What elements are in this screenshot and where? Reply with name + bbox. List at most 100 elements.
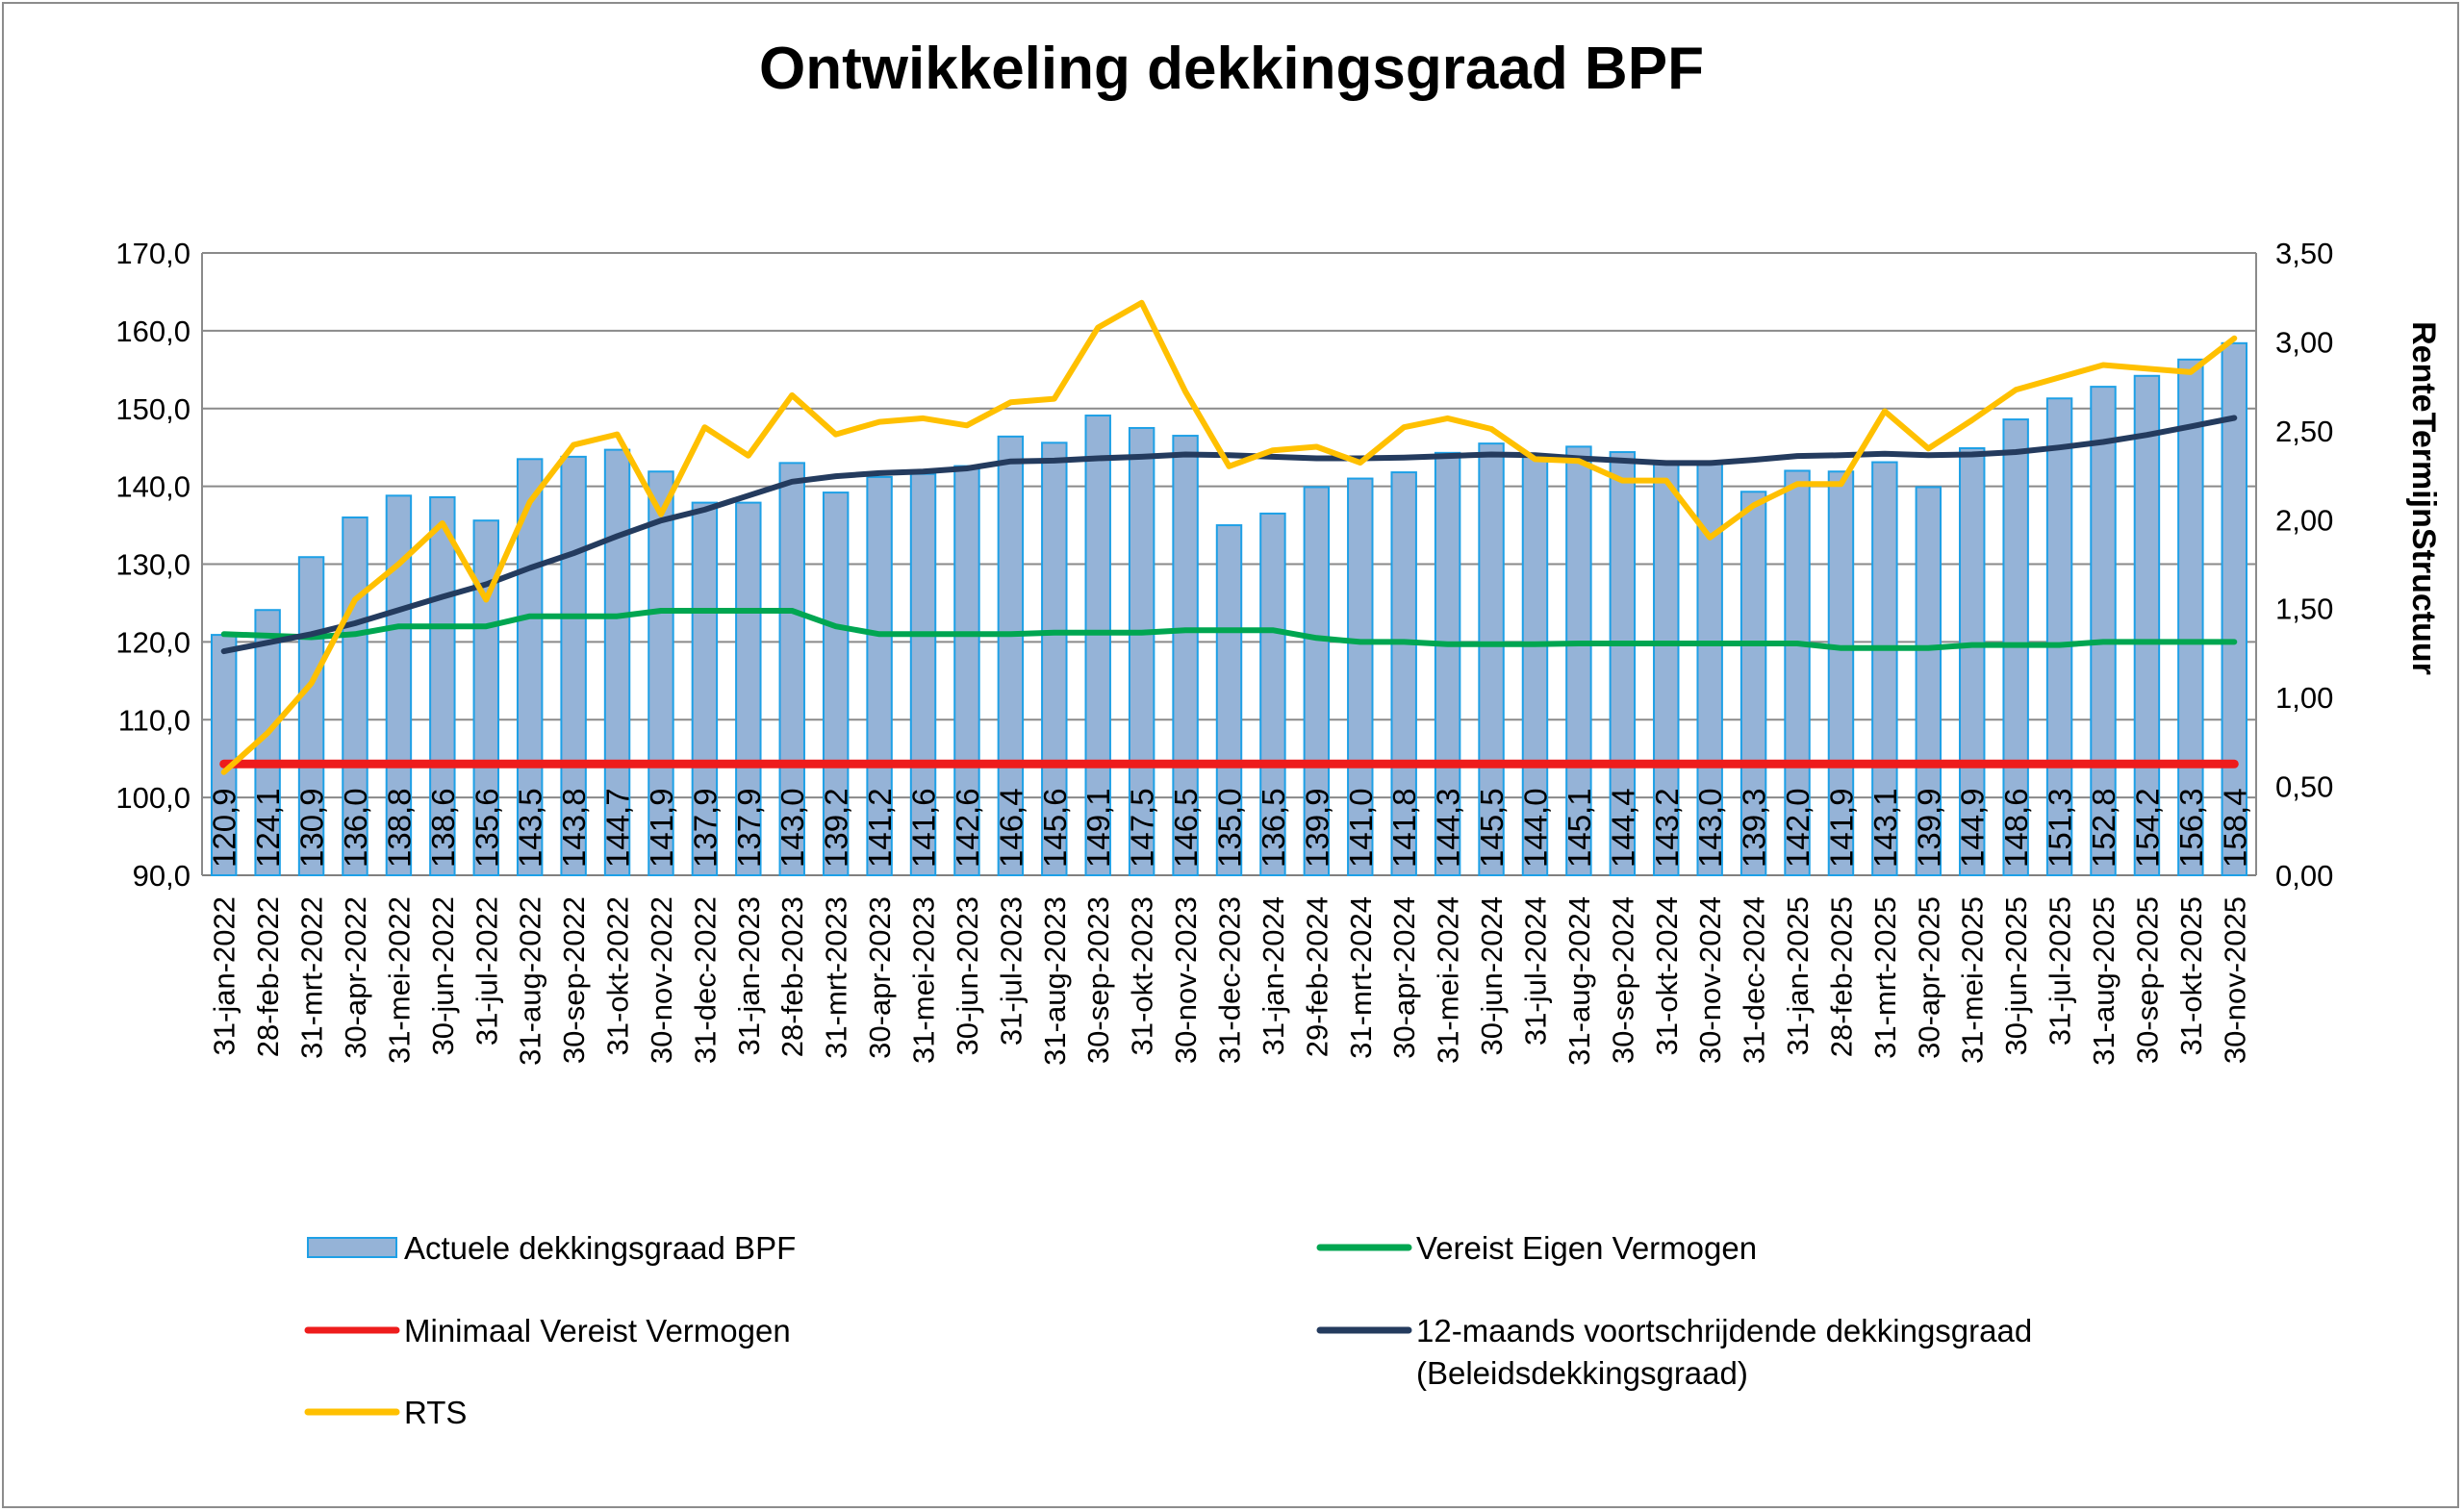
series-line	[220, 415, 2238, 655]
data-label: 138,6	[425, 788, 461, 868]
bar	[1959, 446, 1986, 876]
x-tick-label: 30-jun-2024	[1475, 896, 1509, 1055]
y-tick-label: 160,0	[115, 315, 190, 348]
bar	[2045, 397, 2073, 876]
x-tick-label: 31-mrt-2023	[820, 896, 853, 1059]
bar	[778, 462, 805, 876]
bar	[1434, 451, 1461, 876]
bar	[1215, 524, 1243, 876]
bar	[1084, 415, 1111, 876]
y-tick-label: 110,0	[118, 703, 190, 737]
x-tick-label: 31-okt-2025	[2174, 896, 2208, 1055]
y-tick-label: 120,0	[115, 625, 190, 659]
y-tick-label: 130,0	[115, 548, 190, 582]
legend-label: Minimaal Vereist Vermogen	[404, 1313, 791, 1348]
y2-axis-title: RenteTermijnStructuur	[2405, 321, 2442, 675]
data-label: 138,8	[381, 788, 417, 868]
data-label: 135,0	[1212, 788, 1248, 868]
x-tick-label: 30-nov-2024	[1693, 896, 1727, 1064]
data-label: 137,9	[687, 788, 723, 868]
bar	[1827, 470, 1855, 876]
data-label: 144,7	[600, 788, 636, 868]
bar	[735, 501, 762, 876]
data-labels: 120,9 124,1 130,9 136,0 138,8 138,6 135,6 143,5…	[207, 788, 2253, 868]
data-label: 149,1	[1080, 788, 1116, 868]
x-tick-label: 31-aug-2024	[1562, 896, 1596, 1066]
bar	[691, 501, 719, 876]
series-line	[220, 608, 2238, 651]
legend: Actuele dekkingsgraad BPF Vereist Eigen V…	[304, 1230, 2032, 1430]
bar	[909, 472, 937, 876]
data-label: 130,9	[294, 788, 330, 868]
legend-label: 12-maands voortschrijdende dekkingsgraad	[1416, 1313, 2032, 1348]
bar-series	[210, 341, 2248, 877]
x-tick-label: 31-dec-2023	[1213, 896, 1247, 1064]
bar	[1915, 486, 1942, 876]
x-tick-label: 28-feb-2025	[1825, 896, 1859, 1057]
y2-tick-label: 2,00	[2275, 503, 2333, 537]
x-tick-label: 30-apr-2022	[339, 896, 372, 1059]
x-tick-label: 31-mei-2024	[1432, 896, 1465, 1064]
data-label: 136,5	[1256, 788, 1291, 868]
data-label: 143,2	[1649, 788, 1685, 868]
bar	[2133, 374, 2161, 877]
legend-label: Actuele dekkingsgraad BPF	[404, 1230, 796, 1266]
x-tick-label: 31-aug-2022	[514, 896, 547, 1066]
x-tick-label: 31-mei-2025	[1956, 896, 1990, 1064]
x-tick-label: 31-mrt-2022	[295, 896, 329, 1059]
bar	[1609, 451, 1637, 876]
x-tick-label: 31-jul-2025	[2044, 896, 2077, 1046]
data-label: 145,6	[1037, 788, 1073, 868]
data-label: 141,2	[862, 788, 898, 868]
data-label: 144,3	[1431, 788, 1466, 868]
data-label: 146,5	[1168, 788, 1204, 868]
data-label: 139,2	[819, 788, 854, 868]
data-label: 154,2	[2129, 788, 2165, 868]
x-tick-label: 30-nov-2025	[2218, 896, 2251, 1064]
x-tick-label: 31-dec-2022	[688, 896, 722, 1064]
data-label: 120,9	[207, 788, 242, 868]
bar	[1871, 461, 1898, 876]
bar	[297, 556, 325, 876]
x-tick-label: 30-apr-2023	[863, 896, 897, 1059]
bar	[2090, 386, 2117, 876]
bar	[1259, 512, 1286, 877]
bar	[647, 470, 674, 876]
bar	[1739, 491, 1767, 876]
data-label: 137,9	[731, 788, 767, 868]
data-label: 151,3	[2043, 788, 2078, 868]
data-label: 145,5	[1474, 788, 1510, 868]
x-tick-label: 31-mei-2022	[382, 896, 416, 1064]
x-tick-label: 31-jan-2023	[732, 896, 766, 1055]
x-tick-label: 31-jul-2023	[994, 896, 1028, 1046]
legend-label: Vereist Eigen Vermogen	[1416, 1230, 1757, 1266]
bar	[997, 435, 1025, 876]
bar	[429, 495, 456, 876]
data-label: 139,9	[1911, 788, 1946, 868]
bar	[1347, 477, 1374, 876]
bar	[953, 465, 980, 876]
data-label: 146,4	[993, 788, 1028, 868]
bar	[822, 491, 850, 876]
x-tick-label: 30-sep-2024	[1606, 896, 1639, 1064]
data-label: 143,5	[513, 788, 548, 868]
bar	[1128, 426, 1155, 876]
y2-tick-label: 0,00	[2275, 859, 2333, 893]
data-label: 141,9	[644, 788, 679, 868]
y-tick-label: 140,0	[115, 470, 190, 504]
x-tick-label: 31-mrt-2024	[1344, 896, 1378, 1059]
bar	[603, 448, 631, 876]
x-tick-label: 31-jul-2022	[470, 896, 503, 1046]
y2-tick-label: 1,00	[2275, 681, 2333, 715]
x-tick-label: 31-jan-2022	[208, 896, 241, 1055]
x-tick-label: 31-aug-2025	[2087, 896, 2120, 1066]
x-tick-label: 31-okt-2023	[1126, 896, 1159, 1055]
bar	[1303, 486, 1331, 876]
data-label: 156,3	[2173, 788, 2209, 868]
data-label: 147,5	[1125, 788, 1160, 868]
x-tick-label: 28-feb-2023	[775, 896, 809, 1057]
x-tick-label: 30-jun-2025	[1999, 896, 2033, 1055]
x-tick-label: 31-aug-2023	[1038, 896, 1072, 1066]
y-axis-right: 0,00 0,50 1,00 1,50 2,00 2,50 3,00 3,50	[2275, 237, 2333, 893]
